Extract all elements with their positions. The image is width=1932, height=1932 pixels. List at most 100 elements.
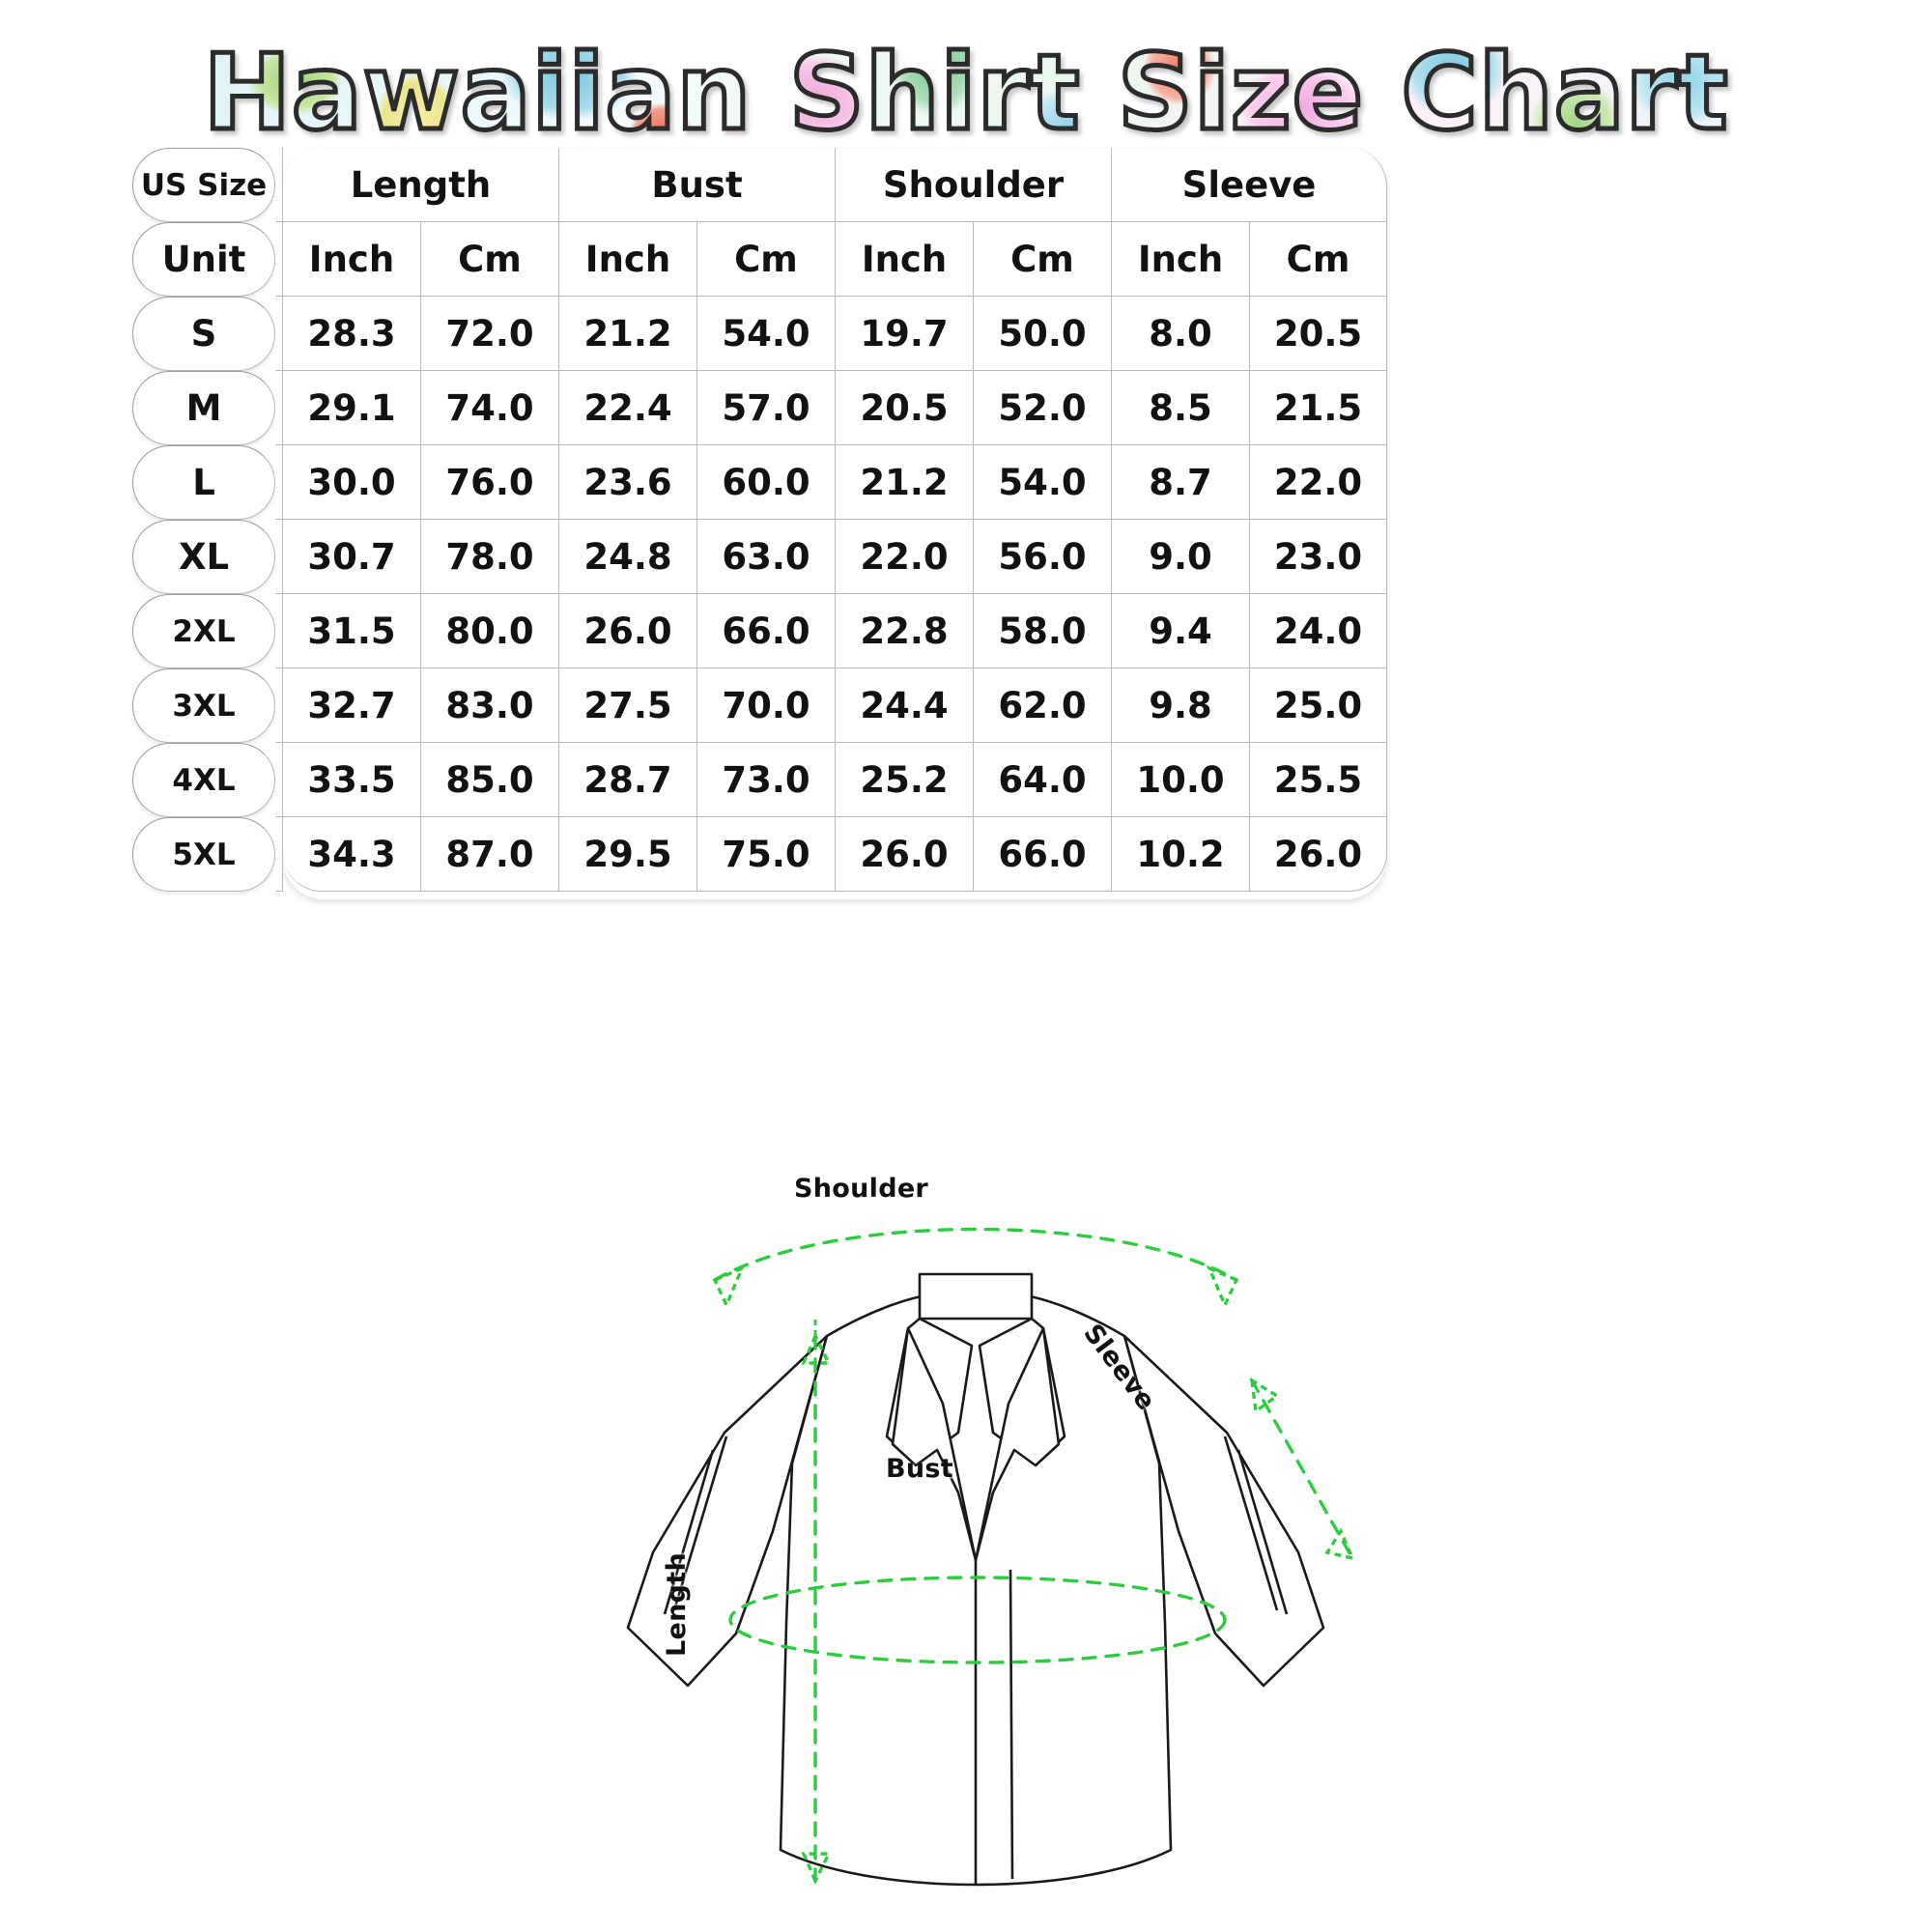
cell-shoulder-inch: 26.0 [836,817,975,892]
cell-bust-inch: 23.6 [559,445,697,520]
size-table-container: US Size Length Bust Shoulder Sleeve Unit… [132,148,1388,899]
unit-length-inch: Inch [283,222,421,297]
cell-bust-inch: 27.5 [559,668,697,743]
cell-bust-cm: 63.0 [697,520,837,594]
shirt-measurement-diagram: Shoulder Sleeve Bust Length [483,1174,1468,1932]
cell-sleeve-cm: 23.0 [1250,520,1388,594]
cell-length-cm: 78.0 [421,520,559,594]
sleeve-measure-line [1250,1378,1354,1560]
cell-bust-cm: 66.0 [697,594,837,668]
header-us-size: US Size [132,148,275,222]
cell-length-cm: 76.0 [421,445,559,520]
cell-sleeve-inch: 8.0 [1112,297,1251,371]
row-size-label: 2XL [132,594,275,668]
table-row: XL 30.7 78.0 24.8 63.0 22.0 56.0 9.0 23.0 [132,520,1388,594]
cell-sleeve-inch: 9.8 [1112,668,1251,743]
cell-length-inch: 31.5 [283,594,421,668]
cell-sleeve-cm: 24.0 [1250,594,1388,668]
row-size-label: XL [132,520,275,594]
cell-shoulder-cm: 58.0 [974,594,1113,668]
page-title-container: Hawaiian Shirt Size Chart [0,31,1932,156]
shoulder-measure-line [713,1227,1238,1282]
row-size-label: 4XL [132,743,275,817]
label-length: Length [662,1552,692,1657]
cell-sleeve-cm: 25.5 [1250,743,1388,817]
page-title: Hawaiian Shirt Size Chart [201,31,1730,156]
cell-length-cm: 83.0 [421,668,559,743]
shirt-svg [626,1227,1355,1887]
cell-shoulder-cm: 64.0 [974,743,1113,817]
row-size-label: 5XL [132,817,275,892]
table-row: M 29.1 74.0 22.4 57.0 20.5 52.0 8.5 21.5 [132,371,1388,445]
spacer [275,222,283,297]
cell-bust-inch: 29.5 [559,817,697,892]
spacer [275,445,283,520]
spacer [275,520,283,594]
cell-sleeve-inch: 8.5 [1112,371,1251,445]
table-row: 3XL 32.7 83.0 27.5 70.0 24.4 62.0 9.8 25.0 [132,668,1388,743]
row-size-label: M [132,371,275,445]
cell-bust-cm: 75.0 [697,817,837,892]
cell-length-inch: 33.5 [283,743,421,817]
cell-sleeve-inch: 8.7 [1112,445,1251,520]
cell-bust-inch: 22.4 [559,371,697,445]
cell-sleeve-cm: 25.0 [1250,668,1388,743]
cell-shoulder-cm: 54.0 [974,445,1113,520]
unit-bust-inch: Inch [559,222,697,297]
cell-shoulder-inch: 20.5 [836,371,975,445]
cell-bust-inch: 24.8 [559,520,697,594]
cell-bust-inch: 28.7 [559,743,697,817]
cell-sleeve-inch: 9.0 [1112,520,1251,594]
cell-shoulder-inch: 24.4 [836,668,975,743]
shirt-outline [626,1272,1325,1887]
cell-length-inch: 28.3 [283,297,421,371]
cell-bust-cm: 60.0 [697,445,837,520]
row-size-label: 3XL [132,668,275,743]
cell-length-inch: 30.0 [283,445,421,520]
label-bust: Bust [886,1454,953,1484]
cell-length-cm: 87.0 [421,817,559,892]
unit-sleeve-inch: Inch [1112,222,1251,297]
cell-length-inch: 32.7 [283,668,421,743]
row-size-label: S [132,297,275,371]
cell-length-cm: 74.0 [421,371,559,445]
measure-arrowheads [712,1264,1355,1886]
cell-bust-cm: 54.0 [697,297,837,371]
cell-shoulder-cm: 62.0 [974,668,1113,743]
cell-bust-cm: 70.0 [697,668,837,743]
cell-length-inch: 34.3 [283,817,421,892]
cell-sleeve-cm: 22.0 [1250,445,1388,520]
cell-sleeve-inch: 10.0 [1112,743,1251,817]
size-table: US Size Length Bust Shoulder Sleeve Unit… [132,148,1388,892]
spacer [275,371,283,445]
header-unit: Unit [132,222,275,297]
cell-sleeve-cm: 21.5 [1250,371,1388,445]
table-row: L 30.0 76.0 23.6 60.0 21.2 54.0 8.7 22.0 [132,445,1388,520]
spacer [275,148,283,222]
bust-measure-line [728,1576,1227,1664]
cell-bust-cm: 73.0 [697,743,837,817]
spacer [275,594,283,668]
cell-shoulder-inch: 21.2 [836,445,975,520]
cell-bust-inch: 26.0 [559,594,697,668]
cell-length-cm: 80.0 [421,594,559,668]
label-shoulder: Shoulder [794,1174,929,1204]
cell-sleeve-inch: 9.4 [1112,594,1251,668]
table-row: 5XL 34.3 87.0 29.5 75.0 26.0 66.0 10.2 26.0 [132,817,1388,892]
group-header-length: Length [283,148,559,222]
table-unit-header-row: Unit Inch Cm Inch Cm Inch Cm Inch Cm [132,222,1388,297]
cell-shoulder-cm: 56.0 [974,520,1113,594]
spacer [275,668,283,743]
cell-shoulder-cm: 50.0 [974,297,1113,371]
table-group-header-row: US Size Length Bust Shoulder Sleeve [132,148,1388,222]
unit-sleeve-cm: Cm [1250,222,1388,297]
cell-shoulder-cm: 66.0 [974,817,1113,892]
cell-bust-inch: 21.2 [559,297,697,371]
table-row: 2XL 31.5 80.0 26.0 66.0 22.8 58.0 9.4 24.0 [132,594,1388,668]
cell-length-inch: 30.7 [283,520,421,594]
cell-sleeve-inch: 10.2 [1112,817,1251,892]
unit-shoulder-cm: Cm [974,222,1113,297]
cell-shoulder-inch: 22.0 [836,520,975,594]
cell-sleeve-cm: 26.0 [1250,817,1388,892]
cell-length-cm: 72.0 [421,297,559,371]
